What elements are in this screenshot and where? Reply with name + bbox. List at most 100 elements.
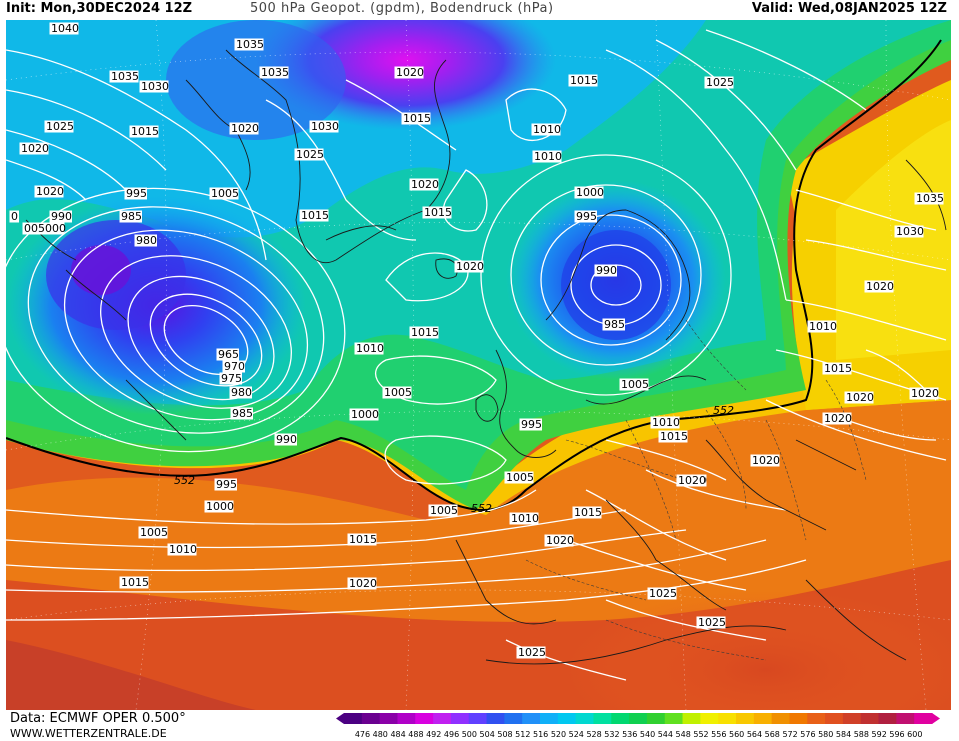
height-label-552: 552 [471,502,492,515]
isobar-label-bg [129,125,159,138]
isobar-label: 1015 [824,362,852,375]
isobar-label-bg [807,320,837,333]
isobar-label-bg [504,471,534,484]
legend-cell [896,713,915,724]
legend-tick: 528 [586,730,601,739]
isobar-label-bg [509,512,539,525]
isobar-label-bg [914,192,944,205]
isobar-label: 1010 [533,123,561,136]
isobar-label-bg [22,222,65,235]
isobar-label-bg [209,187,239,200]
isobar-label: 990 [51,210,72,223]
isobar-label-bg [19,142,49,155]
isobar-label-bg [119,576,149,589]
legend-cell [789,713,808,724]
isobar-label-bg [619,378,649,391]
isobar-label: 1010 [652,416,680,429]
legend-tick: 540 [640,730,655,739]
isobar-label-bg [49,22,79,35]
isobar-label: 1015 [411,326,439,339]
isobar-label-bg [909,387,939,400]
isobar-label-bg [822,362,852,375]
color-legend: 476 480 484 488 492 496 500 504 508 512 516 520 524 5… [336,713,940,739]
init-time: Init: Mon,30DEC2024 12Z [6,1,193,16]
legend-cell [450,713,470,724]
isobar-label: 990 [276,433,297,446]
isobar-label: 980 [136,234,157,247]
isobar-label: 1020 [396,66,424,79]
isobar-label-bg [704,76,734,89]
legend-cell [825,713,844,724]
isobar-label: 1025 [46,120,74,133]
isobar-label-bg [347,533,377,546]
legend-tick: 596 [889,730,904,739]
data-source: Data: ECMWF OPER 0.500° [10,711,186,726]
isobar-label-bg [354,342,384,355]
isobar-label-bg [138,526,168,539]
isobar-label: 1035 [236,38,264,51]
legend-cell [575,713,594,724]
legend-cell [664,713,684,724]
legend-tick: 504 [480,730,495,739]
isobar-label-bg [568,74,598,87]
isobar-label-bg [647,587,677,600]
legend-cell [860,713,880,724]
isobar-label: 1015 [349,533,377,546]
isobar-label: 1020 [456,260,484,273]
legend-cells [336,713,940,724]
isobar-label-bg [9,210,19,223]
isobar-label-bg [274,433,297,446]
legend-tick: 532 [604,730,619,739]
coastlines [25,49,947,665]
isobar-label-bg [532,150,562,163]
isobar-label-bg [44,120,74,133]
isobar-label-bg [594,264,617,277]
isobar-label: 1015 [131,125,159,138]
isobar-label-bg [124,187,147,200]
isobar-label: 1020 [21,142,49,155]
isobar-label: 1020 [752,454,780,467]
legend-cell [504,713,523,724]
isobar-label: 965 [218,348,239,361]
isobar-label-bg [216,348,239,361]
isobar-label: 1020 [36,185,64,198]
isobar-label: 1020 [678,474,706,487]
isobar-label: 1010 [534,150,562,163]
isobar-label: 1020 [546,534,574,547]
legend-cell [736,713,755,724]
isobar-label-bg [139,80,169,93]
isobar-label: 985 [232,407,253,420]
isobar-label: 1005 [140,526,168,539]
website: WWW.WETTERZENTRALE.DE [10,727,167,740]
legend-cell [718,713,737,724]
isobar-label: 1015 [570,74,598,87]
legend-cell [433,713,452,724]
legend-tick: 588 [854,730,869,739]
isobar-label-bg [602,318,625,331]
isobar-label: 990 [596,264,617,277]
legend-cell [629,713,648,724]
legend-tick: 496 [444,730,459,739]
isobar-label-bg [119,210,142,223]
legend-tick: 584 [836,730,851,739]
isobar-label-bg [394,66,424,79]
legend-tick: 556 [711,730,726,739]
isobar-label-bg [230,407,253,420]
legend-tick: 512 [515,730,530,739]
isobar-label-bg [234,38,264,51]
isobar-label-bg [822,412,852,425]
isobar-label: 1020 [824,412,852,425]
isobar-label: 1000 [206,500,234,513]
legend-tick: 592 [872,730,887,739]
isobar-label: 980 [231,386,252,399]
legend-arrow-right [932,713,940,724]
isobar-label: 1040 [51,22,79,35]
isobar-label: 1010 [511,512,539,525]
legend-tick: 484 [390,730,405,739]
isobar-label: 1015 [403,112,431,125]
isobar-label: 1030 [141,80,169,93]
isobar-label-bg [259,66,289,79]
map-header: Init: Mon,30DEC2024 12Z 500 hPa Geopot. … [0,0,959,20]
isobar-label-bg [519,418,542,431]
isobar-label: 1010 [169,543,197,556]
